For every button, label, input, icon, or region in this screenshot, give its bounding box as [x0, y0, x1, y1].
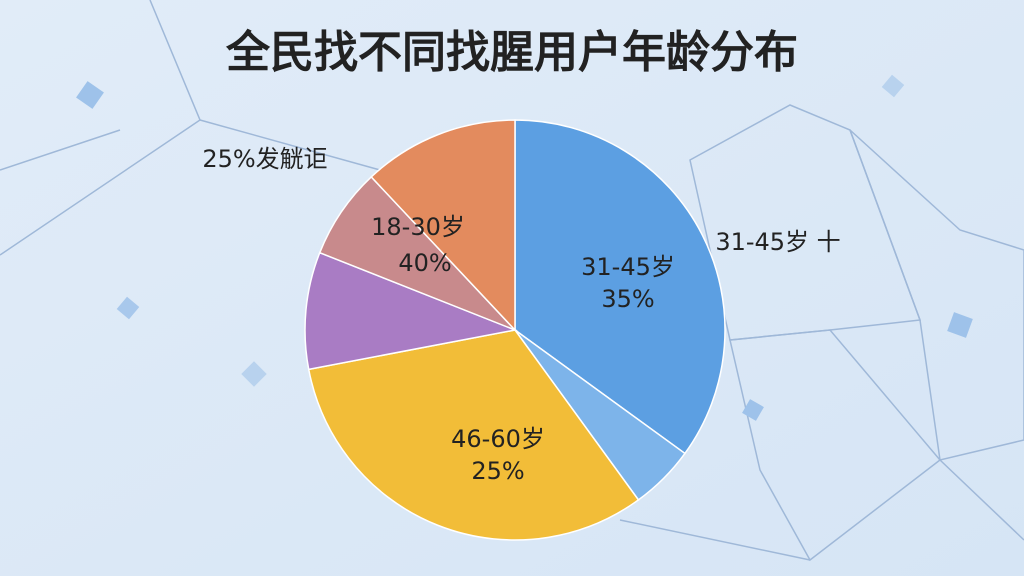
annotation: 31-45岁 [581, 253, 675, 281]
annotation: 18-30岁 [371, 213, 465, 241]
annotation: 31-45岁 十 [715, 228, 840, 256]
annotation: 35% [601, 285, 654, 313]
background-decoration [0, 0, 1024, 562]
pie-slice [370, 119, 516, 332]
pie [304, 119, 726, 541]
annotation: 40% [398, 249, 451, 277]
annotation: 25% [471, 457, 524, 485]
annotation: 25%发觥讵 [202, 145, 327, 173]
annotations: 25%发觥讵 18-30岁 40% 31-45岁 35% 46-60岁 25% 31-45岁 … [202, 145, 840, 485]
chart-title: 全民找不同找腥用户年龄分布 [225, 27, 798, 78]
pie-slice [307, 329, 640, 541]
pie-slice [304, 251, 518, 371]
pie-slice [514, 119, 726, 455]
annotation: 46-60岁 [451, 425, 545, 453]
